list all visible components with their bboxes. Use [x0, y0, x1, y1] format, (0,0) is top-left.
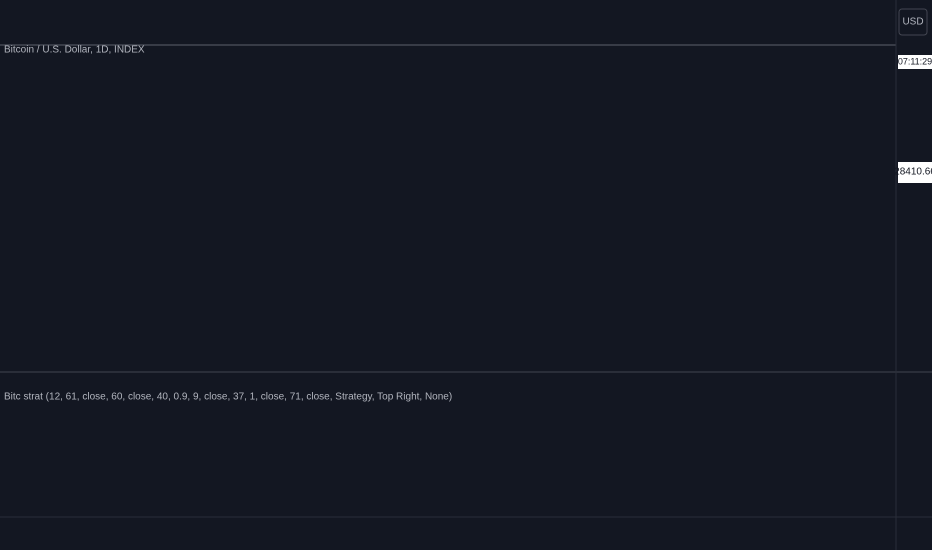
currency-label[interactable]: USD — [902, 17, 923, 28]
last-price-box — [898, 162, 932, 183]
currency-button[interactable] — [898, 8, 928, 36]
indicator-title: Bitc strat (12, 61, close, 60, close, 40… — [4, 392, 452, 403]
last-price: 28410.66 — [894, 167, 932, 178]
clock: 07:11:29 — [898, 56, 932, 66]
clock-box — [898, 55, 932, 69]
symbol-title: Bitcoin / U.S. Dollar, 1D, INDEX — [4, 45, 145, 56]
